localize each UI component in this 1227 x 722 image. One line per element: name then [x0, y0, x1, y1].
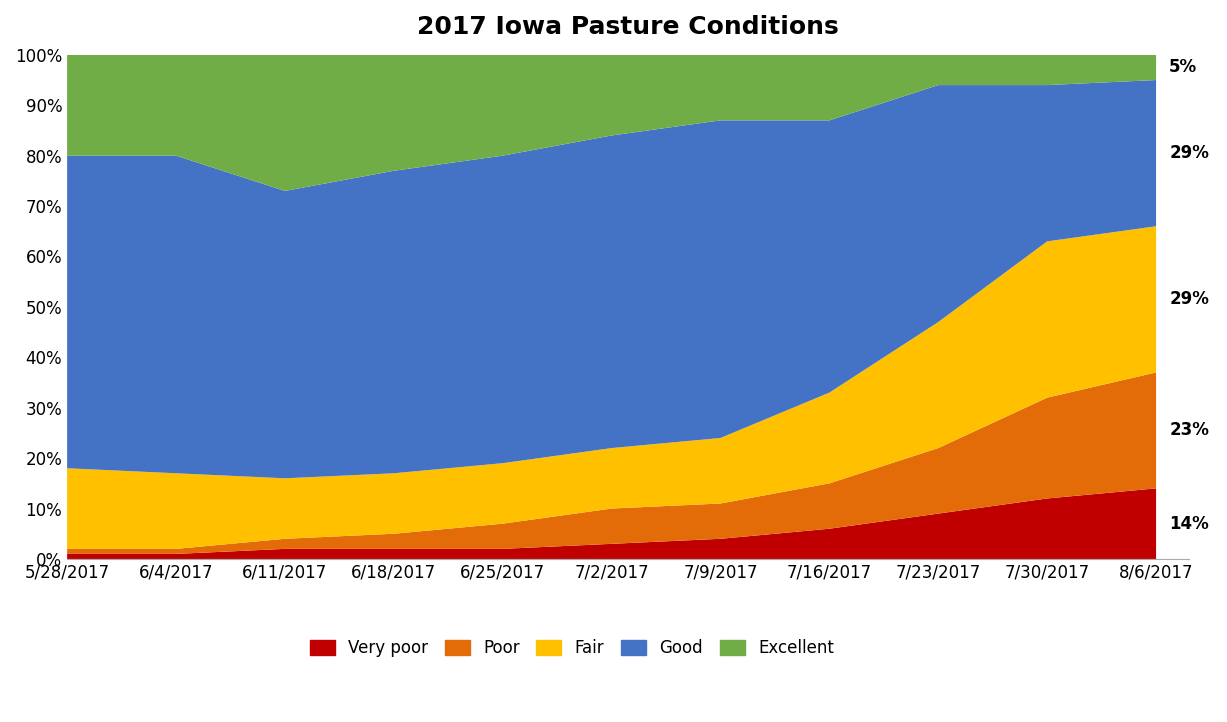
Text: 29%: 29%	[1169, 144, 1209, 162]
Legend: Very poor, Poor, Fair, Good, Excellent: Very poor, Poor, Fair, Good, Excellent	[303, 632, 840, 664]
Title: 2017 Iowa Pasture Conditions: 2017 Iowa Pasture Conditions	[417, 15, 839, 39]
Text: 14%: 14%	[1169, 515, 1209, 533]
Text: 23%: 23%	[1169, 422, 1209, 440]
Text: 5%: 5%	[1169, 58, 1198, 77]
Text: 29%: 29%	[1169, 290, 1209, 308]
